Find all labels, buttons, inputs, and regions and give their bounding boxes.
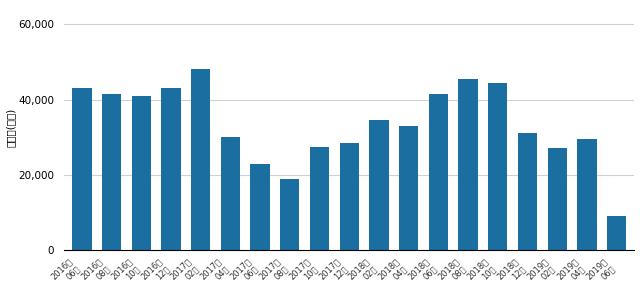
Bar: [191, 69, 211, 250]
Bar: [548, 148, 567, 250]
Bar: [488, 83, 508, 250]
Bar: [458, 79, 477, 250]
Bar: [429, 94, 448, 250]
Bar: [221, 137, 240, 250]
Bar: [340, 143, 359, 250]
Bar: [161, 88, 180, 250]
Bar: [72, 88, 92, 250]
Bar: [310, 147, 329, 250]
Bar: [250, 163, 270, 250]
Bar: [132, 96, 151, 250]
Y-axis label: 거래량(건수): 거래량(건수): [6, 108, 15, 147]
Bar: [102, 94, 121, 250]
Bar: [518, 133, 537, 250]
Bar: [280, 178, 300, 250]
Bar: [399, 126, 419, 250]
Bar: [577, 139, 596, 250]
Bar: [369, 120, 388, 250]
Bar: [607, 216, 627, 250]
